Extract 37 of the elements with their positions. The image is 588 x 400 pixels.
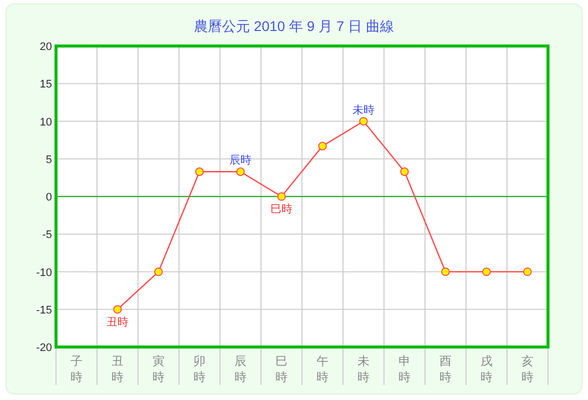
x-tick-label: 未時 (358, 354, 370, 384)
annotation: 丑時 (106, 315, 128, 328)
point (277, 192, 286, 201)
y-tick-label: -20 (36, 342, 52, 354)
y-tick-label: 10 (40, 116, 52, 128)
y-tick-label: 5 (46, 154, 52, 166)
point (195, 167, 204, 176)
point (359, 116, 368, 126)
y-tick-label: -15 (36, 304, 52, 316)
x-tick-label: 巳時 (276, 354, 288, 384)
annotation: 巳時 (270, 202, 292, 216)
y-tick-label: 0 (46, 192, 52, 204)
point (523, 267, 532, 276)
x-tick-label: 亥時 (522, 354, 534, 384)
x-tick-label: 丑時 (112, 354, 124, 384)
x-tick-label: 子時 (70, 354, 82, 384)
point (318, 142, 327, 150)
x-tick-label: 酉時 (440, 354, 452, 384)
point (400, 167, 409, 176)
annotation: 辰時 (230, 154, 252, 167)
point (113, 305, 122, 314)
chart-title: 農曆公元 2010 年 9 月 7 日 曲線 (194, 18, 394, 34)
x-tick-label: 寅時 (152, 354, 164, 384)
point (236, 167, 245, 176)
point (482, 267, 491, 276)
y-tick-label: -5 (42, 229, 52, 242)
x-tick-label: 戌時 (480, 354, 492, 384)
point (154, 267, 163, 276)
x-tick-label: 申時 (398, 354, 410, 384)
x-tick-label: 卯時 (194, 354, 206, 384)
y-tick-label: -10 (36, 266, 52, 279)
y-tick-label: 20 (40, 41, 52, 53)
y-tick-label: 15 (40, 78, 52, 91)
x-tick-label: 午時 (316, 354, 328, 384)
point (441, 267, 450, 276)
annotation: 未時 (352, 103, 374, 116)
x-tick-label: 辰時 (234, 354, 246, 384)
